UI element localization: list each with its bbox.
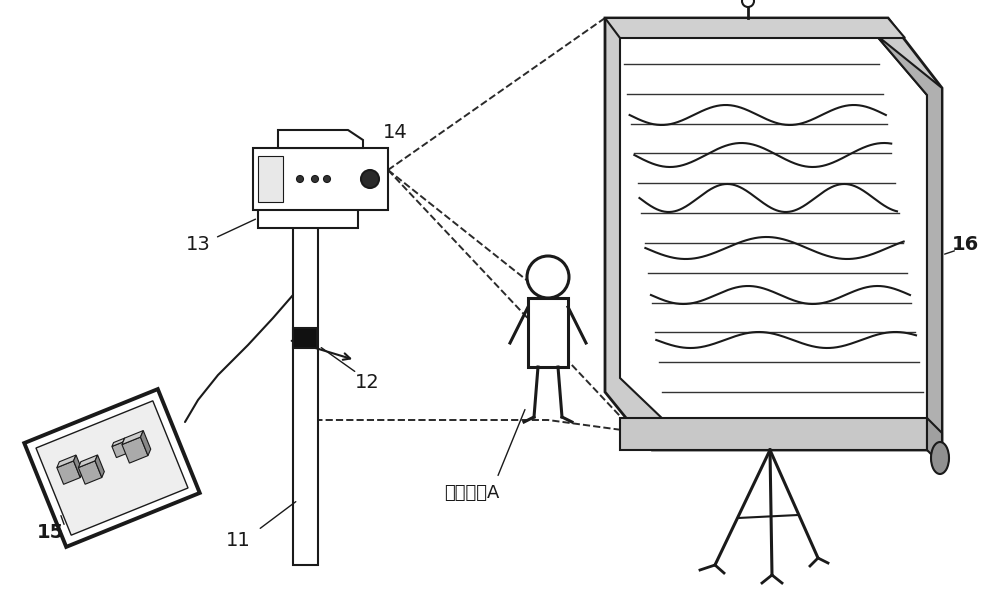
Polygon shape xyxy=(122,437,148,463)
Polygon shape xyxy=(605,18,905,38)
Polygon shape xyxy=(258,205,358,228)
Polygon shape xyxy=(875,34,942,450)
Polygon shape xyxy=(57,461,80,484)
Polygon shape xyxy=(605,18,942,450)
Text: 目标对象A: 目标对象A xyxy=(444,484,500,502)
Text: 11: 11 xyxy=(226,530,250,549)
Polygon shape xyxy=(57,455,76,468)
Circle shape xyxy=(527,256,569,298)
Polygon shape xyxy=(123,438,129,453)
Polygon shape xyxy=(258,156,283,202)
Polygon shape xyxy=(78,461,102,484)
Polygon shape xyxy=(140,431,151,456)
Polygon shape xyxy=(253,148,388,210)
Polygon shape xyxy=(112,438,125,446)
Circle shape xyxy=(324,175,330,183)
Polygon shape xyxy=(36,401,188,535)
Text: 15: 15 xyxy=(36,523,64,541)
Polygon shape xyxy=(528,298,568,367)
Polygon shape xyxy=(112,442,128,457)
Text: 14: 14 xyxy=(383,122,407,141)
Polygon shape xyxy=(122,431,143,445)
Polygon shape xyxy=(278,130,363,148)
Text: 16: 16 xyxy=(951,236,979,255)
Polygon shape xyxy=(293,215,318,565)
Polygon shape xyxy=(927,418,942,465)
Polygon shape xyxy=(620,34,927,422)
Circle shape xyxy=(742,0,754,7)
Polygon shape xyxy=(293,328,317,348)
Circle shape xyxy=(296,175,304,183)
Polygon shape xyxy=(24,389,200,547)
Text: 13: 13 xyxy=(186,236,210,255)
Polygon shape xyxy=(74,455,83,477)
Text: 12: 12 xyxy=(355,373,379,392)
Ellipse shape xyxy=(931,442,949,474)
Polygon shape xyxy=(95,455,104,477)
Circle shape xyxy=(361,170,379,188)
Circle shape xyxy=(312,175,318,183)
Polygon shape xyxy=(78,455,98,468)
Polygon shape xyxy=(620,418,927,450)
